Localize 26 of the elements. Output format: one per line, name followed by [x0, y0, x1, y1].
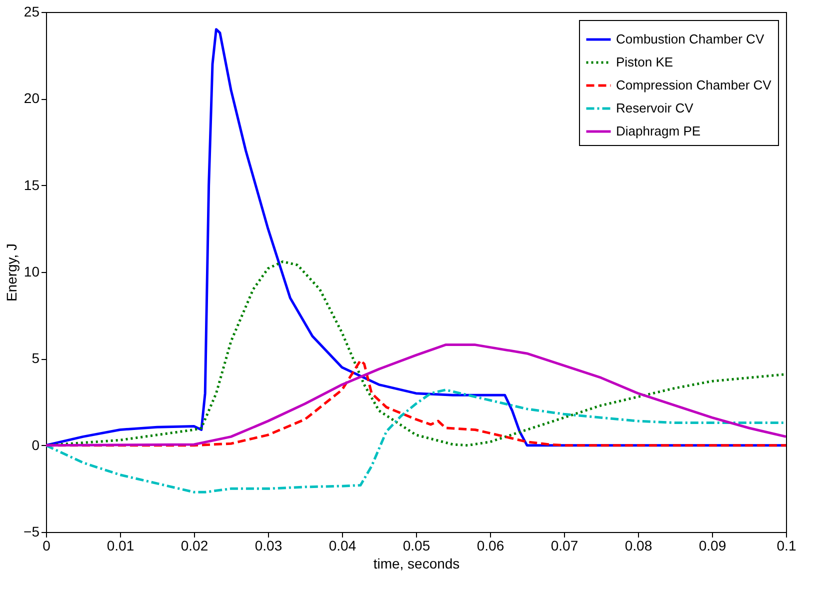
legend-label: Combustion Chamber CV: [616, 32, 764, 46]
legend-label: Piston KE: [616, 54, 674, 70]
y-tick-label: 20: [24, 90, 40, 106]
y-tick-label: 5: [32, 350, 40, 366]
x-tick-label: 0.07: [550, 538, 578, 554]
y-tick-label: 10: [24, 264, 40, 280]
x-tick-label: 0.05: [402, 538, 430, 554]
y-axis-title: Energy, J: [4, 243, 20, 302]
x-tick-label: 0.06: [476, 538, 504, 554]
x-tick-label: 0.02: [180, 538, 208, 554]
legend-label: Diaphragm PE: [616, 124, 701, 138]
x-axis-title: time, seconds: [373, 556, 460, 572]
x-tick-label: 0.09: [698, 538, 726, 554]
y-tick-label: −5: [24, 524, 40, 540]
y-tick-label: 0: [32, 436, 40, 453]
x-tick-label: 0.04: [328, 538, 356, 554]
legend-label: Compression Chamber CV: [616, 78, 772, 92]
x-tick-label: 0.08: [624, 538, 652, 554]
line-series: [46, 388, 786, 494]
y-tick-label: 25: [24, 4, 40, 20]
legend-label: Reservoir CV: [616, 100, 694, 116]
x-tick-label: 0.03: [254, 538, 282, 554]
y-tick-label: 15: [24, 176, 40, 193]
x-tick-label: 0.1: [776, 538, 796, 554]
x-tick-label: 0: [42, 538, 51, 554]
x-tick-label: 0.01: [106, 538, 134, 554]
